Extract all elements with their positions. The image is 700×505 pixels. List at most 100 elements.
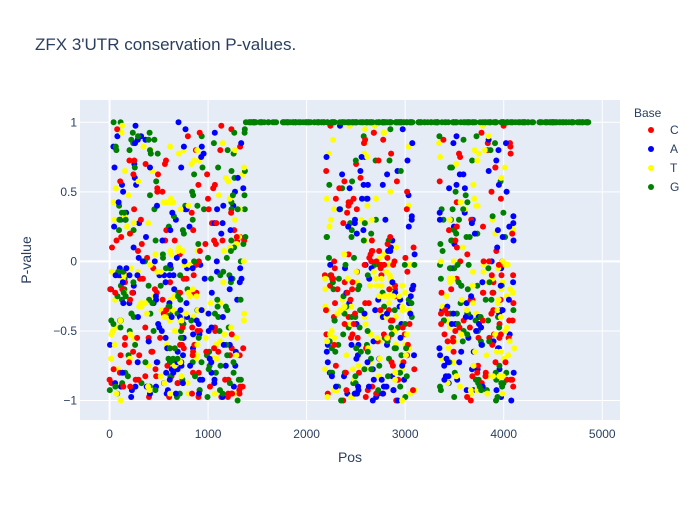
data-point <box>138 241 145 247</box>
data-point <box>510 237 517 244</box>
data-point <box>131 157 138 164</box>
data-point <box>148 348 155 355</box>
data-point <box>177 206 184 213</box>
data-point <box>436 216 443 223</box>
data-point <box>222 376 229 383</box>
data-point <box>250 119 257 126</box>
data-point <box>407 261 413 268</box>
x-tick-label: 4000 <box>490 427 517 441</box>
data-point <box>326 223 333 230</box>
data-point <box>482 119 489 126</box>
data-point <box>223 254 230 261</box>
data-point <box>446 265 453 272</box>
legend-marker <box>648 184 654 190</box>
data-point <box>154 150 161 157</box>
legend-marker <box>648 165 654 171</box>
data-point <box>167 143 174 150</box>
data-point <box>452 237 459 244</box>
data-point <box>492 331 499 338</box>
data-point <box>511 345 518 352</box>
data-point <box>192 373 198 380</box>
data-point <box>496 373 503 380</box>
data-point <box>159 251 166 258</box>
data-point <box>332 300 338 307</box>
data-point <box>506 338 513 345</box>
data-point <box>241 192 248 199</box>
data-points <box>106 119 592 404</box>
data-point <box>444 338 451 345</box>
data-point <box>132 376 139 383</box>
data-point <box>180 230 187 237</box>
data-point <box>183 275 190 282</box>
data-point <box>226 286 233 293</box>
data-point <box>402 289 409 296</box>
data-point <box>381 303 388 310</box>
data-point <box>130 244 137 251</box>
data-point <box>450 310 457 317</box>
data-point <box>179 341 185 348</box>
data-point <box>189 216 196 223</box>
data-point <box>205 310 212 317</box>
data-point <box>460 136 467 143</box>
data-point <box>331 206 337 213</box>
data-point <box>198 154 205 160</box>
data-point <box>493 348 500 355</box>
legend-item[interactable]: G <box>648 180 679 194</box>
data-point <box>168 314 175 320</box>
data-point <box>204 171 211 178</box>
data-point <box>387 188 394 195</box>
data-point <box>108 317 115 324</box>
data-point <box>112 289 119 296</box>
legend-item[interactable]: A <box>648 142 678 156</box>
data-point <box>480 223 486 230</box>
data-point <box>357 168 364 174</box>
data-point <box>502 359 509 366</box>
data-point <box>241 310 248 317</box>
data-point <box>458 296 465 303</box>
data-point <box>349 286 356 293</box>
data-point <box>364 195 371 202</box>
data-point <box>424 119 431 126</box>
data-point <box>167 248 174 254</box>
data-point <box>108 268 115 275</box>
data-point <box>271 119 278 126</box>
data-point <box>195 334 202 341</box>
data-point <box>343 352 350 359</box>
data-point <box>453 223 460 230</box>
data-point <box>382 119 389 126</box>
data-point <box>373 195 379 202</box>
data-point <box>392 376 399 383</box>
data-point <box>169 209 176 216</box>
legend-item[interactable]: T <box>648 161 678 175</box>
data-point <box>328 216 335 223</box>
data-point <box>388 119 394 126</box>
data-point <box>352 310 358 317</box>
data-point <box>379 390 386 397</box>
data-point <box>508 397 515 404</box>
data-point <box>353 230 360 237</box>
data-point <box>323 168 330 174</box>
data-point <box>499 307 506 314</box>
data-point <box>468 293 475 300</box>
data-point <box>341 303 348 310</box>
data-point <box>114 126 121 133</box>
data-point <box>345 251 352 258</box>
legend-item[interactable]: C <box>648 123 679 137</box>
data-point <box>152 237 159 244</box>
data-point <box>441 376 448 383</box>
data-point <box>445 345 452 352</box>
data-point <box>157 268 164 275</box>
data-point <box>510 369 517 376</box>
data-point <box>349 366 356 373</box>
data-point <box>329 119 336 126</box>
data-point <box>114 133 121 140</box>
data-point <box>217 387 223 394</box>
data-point <box>492 164 499 171</box>
data-point <box>479 279 486 286</box>
data-point <box>177 307 184 314</box>
data-point <box>399 324 406 331</box>
data-point <box>166 345 173 352</box>
data-point <box>494 244 501 251</box>
